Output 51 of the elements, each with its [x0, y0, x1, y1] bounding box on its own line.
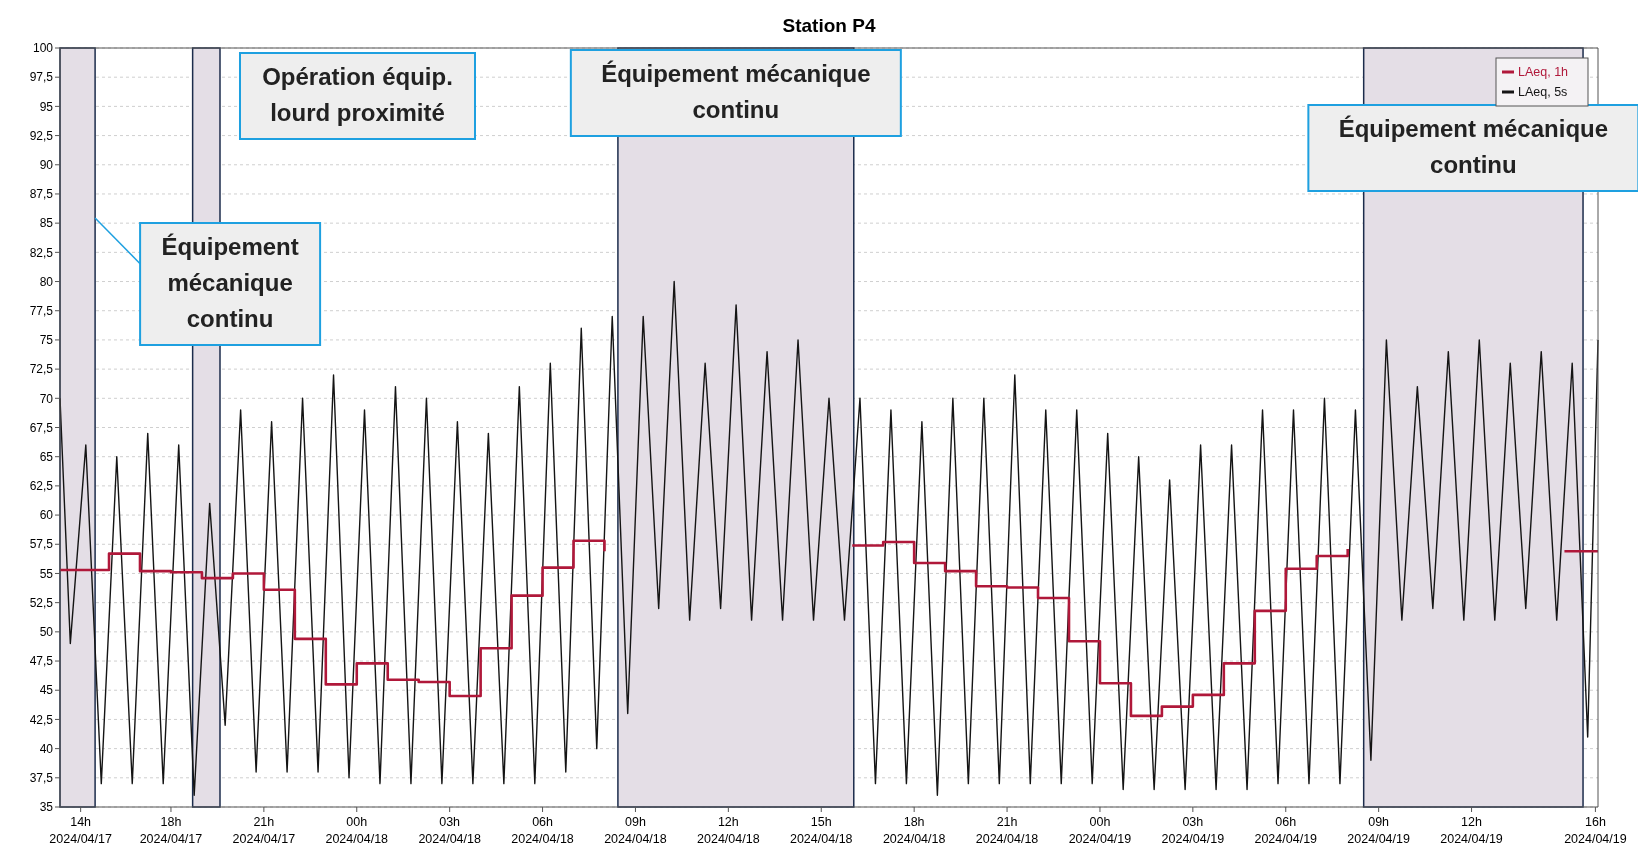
y-tick-label: 85: [39, 216, 54, 231]
y-tick-label: 37,5: [29, 771, 54, 786]
legend-label: LAeq, 5s: [1518, 85, 1568, 100]
y-tick-label: 55: [39, 566, 54, 581]
x-tick-label: 06h 2024/04/19: [1254, 815, 1318, 846]
x-tick-label: 12h 2024/04/19: [1440, 815, 1503, 846]
x-tick-label: 03h 2024/04/18: [418, 815, 481, 846]
y-tick-label: 75: [39, 333, 54, 348]
y-tick-label: 80: [39, 274, 54, 289]
chart-title: Station P4: [782, 15, 876, 36]
x-tick-label: 09h 2024/04/19: [1347, 815, 1410, 846]
y-tick-label: 97,5: [29, 70, 54, 85]
y-tick-label: 47,5: [29, 654, 54, 669]
band-label: Équipement mécanique continu: [161, 233, 299, 332]
y-tick-label: 65: [39, 449, 54, 464]
x-tick-label: 00h 2024/04/18: [325, 815, 389, 846]
y-tick-label: 70: [39, 391, 54, 406]
y-tick-label: 57,5: [29, 537, 54, 552]
y-tick-label: 67,5: [29, 420, 54, 435]
y-tick-label: 72,5: [29, 362, 54, 377]
legend-label: LAeq, 1h: [1518, 65, 1569, 80]
x-tick-label: 18h 2024/04/18: [882, 815, 946, 846]
x-tick-label: 16h 2024/04/19: [1564, 815, 1627, 846]
y-tick-label: 90: [39, 157, 54, 172]
y-tick-label: 50: [39, 625, 54, 640]
x-tick-label: 18h 2024/04/17: [139, 815, 203, 846]
y-tick-label: 60: [39, 508, 54, 523]
band-label: Équipement mécanique continu: [1338, 115, 1609, 178]
y-tick-label: 35: [39, 800, 54, 815]
x-tick-label: 09h 2024/04/18: [604, 815, 667, 846]
x-tick-label: 14h 2024/04/17: [49, 815, 112, 846]
x-tick-label: 21h 2024/04/17: [232, 815, 296, 846]
y-tick-label: 40: [39, 741, 54, 756]
x-tick-label: 12h 2024/04/18: [697, 815, 760, 846]
band-label: Opération équip. lourd proximité: [262, 63, 453, 126]
y-tick-label: 87,5: [29, 187, 54, 202]
y-tick-label: 52,5: [29, 595, 54, 610]
y-tick-label: 92,5: [29, 128, 54, 143]
x-tick-label: 21h 2024/04/18: [975, 815, 1039, 846]
band-label: Équipement mécanique continu: [601, 60, 871, 123]
x-tick-label: 15h 2024/04/18: [789, 815, 853, 846]
y-tick-label: 82,5: [29, 245, 54, 260]
x-tick-label: 06h 2024/04/18: [511, 815, 574, 846]
y-tick-label: 62,5: [29, 479, 54, 494]
x-tick-label: 00h 2024/04/19: [1068, 815, 1132, 846]
y-tick-label: 77,5: [29, 303, 54, 318]
y-tick-label: 42,5: [29, 712, 54, 727]
y-tick-label: 100: [32, 41, 54, 56]
x-tick-label: 03h 2024/04/19: [1161, 815, 1225, 846]
y-tick-label: 45: [39, 683, 54, 698]
y-tick-label: 95: [39, 99, 54, 114]
